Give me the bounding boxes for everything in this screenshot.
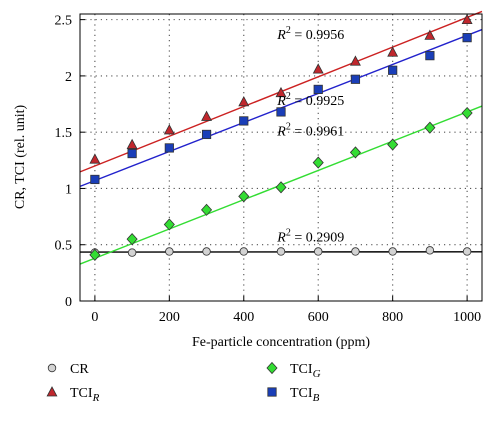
plot-frame <box>79 13 483 302</box>
legend-marker-tci-b <box>267 387 277 397</box>
point-tci-g <box>238 190 250 203</box>
point-tci-r <box>238 95 250 107</box>
legend-marker-cr <box>47 363 57 373</box>
point-cr <box>462 247 472 256</box>
legend-label: TCIR <box>70 386 100 404</box>
point-tci-g <box>89 248 101 261</box>
x-tick-label: 600 <box>308 310 329 325</box>
point-cr <box>314 247 323 256</box>
x-tick-label: 0 <box>91 310 98 325</box>
point-cr <box>202 247 211 256</box>
r2-label: R2 = 0.9956 <box>276 25 344 43</box>
legend-marker-tci-g <box>266 361 278 375</box>
point-tci-r <box>89 153 101 164</box>
point-tci-r <box>461 13 473 25</box>
point-tci-r <box>201 110 213 121</box>
r2-annotations: R2 = 0.2909 R2 = 0.9956 R2 = 0.9961 R2 = 0.… <box>276 25 344 246</box>
point-tci-g <box>163 218 175 231</box>
point-tci-g <box>349 146 361 159</box>
x-tick-label: 400 <box>233 310 254 325</box>
point-cr <box>165 247 174 256</box>
x-tick-label: 200 <box>159 310 180 325</box>
legend: CR TCIR TCIG TCIB <box>46 361 321 404</box>
x-axis-label: Fe-particle concentration (ppm) <box>192 335 370 350</box>
point-cr <box>276 247 286 256</box>
point-tci-r <box>349 55 361 66</box>
y-tick-label: 1 <box>65 182 72 197</box>
point-tci-g <box>461 106 473 120</box>
point-tci-g <box>387 138 399 151</box>
point-cr <box>239 247 248 256</box>
x-tick-label: 1000 <box>453 310 481 325</box>
point-tci-r <box>424 29 436 40</box>
legend-label: CR <box>70 362 89 377</box>
point-tci-b <box>127 148 137 159</box>
point-tci-b <box>276 107 286 117</box>
point-tci-b <box>388 65 398 75</box>
point-tci-g <box>201 203 213 216</box>
point-tci-r <box>275 86 287 98</box>
r2-label: R2 = 0.2909 <box>276 227 344 245</box>
point-tci-g <box>312 156 324 169</box>
point-tci-b <box>164 143 174 153</box>
point-tci-b <box>239 116 249 126</box>
point-tci-r <box>312 63 324 74</box>
point-cr <box>388 247 397 256</box>
point-tci-b <box>425 51 435 61</box>
point-tci-r <box>163 124 175 135</box>
legend-marker-tci-r <box>46 386 58 397</box>
x-tick-label: 800 <box>382 310 403 325</box>
y-ticks: 0 0.5 1 1.5 2 2.5 <box>55 14 85 310</box>
point-tci-b <box>462 33 472 43</box>
point-tci-b <box>350 74 361 84</box>
y-tick-label: 2.5 <box>55 14 73 29</box>
point-tci-g <box>126 233 138 246</box>
point-tci-r <box>126 138 138 149</box>
y-tick-label: 2 <box>65 70 72 85</box>
point-cr <box>351 247 360 256</box>
r2-label: R2 = 0.9925 <box>276 91 344 109</box>
point-tci-b <box>90 174 100 185</box>
x-ticks: 0 200 400 600 800 1000 <box>91 296 481 325</box>
point-tci-b <box>201 129 212 140</box>
y-tick-label: 0.5 <box>55 239 73 254</box>
legend-label: TCIG <box>290 362 321 380</box>
point-tci-g <box>275 181 287 194</box>
grid <box>80 14 482 301</box>
point-cr <box>425 246 435 255</box>
point-tci-b <box>313 84 323 95</box>
r2-label: R2 = 0.9961 <box>276 122 344 140</box>
y-tick-label: 1.5 <box>55 126 73 141</box>
point-tci-r <box>387 46 399 57</box>
y-axis-label: CR, TCI (rel. unit) <box>13 104 28 209</box>
point-tci-g <box>424 121 436 134</box>
y-tick-label: 0 <box>65 295 72 310</box>
legend-label: TCIB <box>290 386 320 404</box>
point-cr <box>127 248 137 257</box>
data-markers <box>89 13 473 261</box>
